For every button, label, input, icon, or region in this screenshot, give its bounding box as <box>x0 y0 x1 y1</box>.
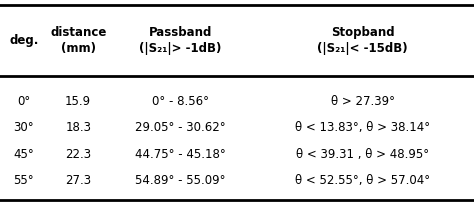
Text: 18.3: 18.3 <box>65 121 91 134</box>
Text: θ < 13.83°, θ > 38.14°: θ < 13.83°, θ > 38.14° <box>295 121 430 134</box>
Text: θ < 39.31 , θ > 48.95°: θ < 39.31 , θ > 48.95° <box>296 147 429 160</box>
Text: 30°: 30° <box>13 121 34 134</box>
Text: Passband
(|S₂₁|> -1dB): Passband (|S₂₁|> -1dB) <box>139 26 221 55</box>
Text: Stopband
(|S₂₁|< -15dB): Stopband (|S₂₁|< -15dB) <box>317 26 408 55</box>
Text: 54.89° - 55.09°: 54.89° - 55.09° <box>135 173 225 186</box>
Text: 0°: 0° <box>17 95 30 107</box>
Text: distance
(mm): distance (mm) <box>50 26 106 55</box>
Text: 55°: 55° <box>13 173 34 186</box>
Text: 27.3: 27.3 <box>65 173 91 186</box>
Text: 15.9: 15.9 <box>65 95 91 107</box>
Text: 22.3: 22.3 <box>65 147 91 160</box>
Text: deg.: deg. <box>9 34 38 47</box>
Text: θ > 27.39°: θ > 27.39° <box>330 95 395 107</box>
Text: θ < 52.55°, θ > 57.04°: θ < 52.55°, θ > 57.04° <box>295 173 430 186</box>
Text: 0° - 8.56°: 0° - 8.56° <box>152 95 209 107</box>
Text: 44.75° - 45.18°: 44.75° - 45.18° <box>135 147 226 160</box>
Text: 29.05° - 30.62°: 29.05° - 30.62° <box>135 121 226 134</box>
Text: 45°: 45° <box>13 147 34 160</box>
